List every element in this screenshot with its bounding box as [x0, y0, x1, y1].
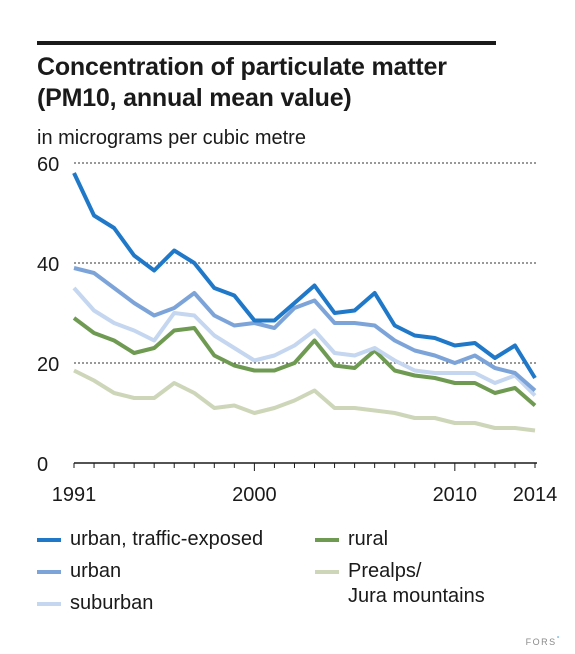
series-line-urban — [73, 266, 537, 393]
x-tick-label: 2000 — [232, 484, 277, 506]
y-axis: 0 20 40 60 — [37, 154, 59, 476]
series-line-prealps-jura-mountains — [73, 368, 536, 433]
x-tick-label: 2014 — [513, 484, 558, 506]
y-tick-label: 20 — [37, 354, 59, 376]
legend-label: Prealps/ Jura mountains — [348, 560, 485, 607]
series-lines — [72, 172, 537, 433]
x-tick-label: 1991 — [52, 484, 97, 506]
footer-text: FORS — [525, 637, 557, 647]
legend-item-urban-traffic: urban, traffic-exposed — [37, 527, 263, 552]
legend-label: rural — [348, 528, 389, 550]
chart-subtitle: in micrograms per cubic metre — [37, 127, 306, 149]
legend-swatch — [37, 602, 61, 606]
y-tick-label: 0 — [37, 454, 48, 476]
legend-item-urban: urban — [37, 559, 121, 584]
series-line-urban-traffic-exposed — [72, 172, 537, 380]
legend-item-rural: rural — [315, 527, 388, 552]
legend-swatch — [37, 570, 61, 574]
legend-swatch — [315, 570, 339, 574]
y-tick-label: 60 — [37, 154, 59, 176]
footer-mark: ° — [556, 636, 561, 643]
legend-label: urban — [70, 560, 122, 582]
legend-label: suburban — [70, 592, 154, 614]
legend-item-prealps: Prealps/ Jura mountains — [315, 559, 485, 609]
legend-swatch — [37, 538, 61, 542]
footer-logo: FORS° — [526, 636, 561, 647]
title-rule — [37, 41, 496, 45]
x-axis: 1991 2000 2010 2014 — [52, 462, 558, 506]
legend-label: urban, traffic-exposed — [70, 528, 264, 550]
legend-swatch — [315, 538, 339, 542]
legend-item-suburban: suburban — [37, 591, 153, 616]
chart-title: Concentration of particulate matter (PM1… — [37, 53, 447, 112]
y-tick-label: 40 — [37, 254, 59, 276]
series-line-suburban — [72, 286, 537, 397]
series-line-rural — [72, 316, 537, 408]
x-tick-label: 2010 — [433, 484, 478, 506]
legend: urban, traffic-exposed urban suburban ru… — [37, 527, 557, 617]
